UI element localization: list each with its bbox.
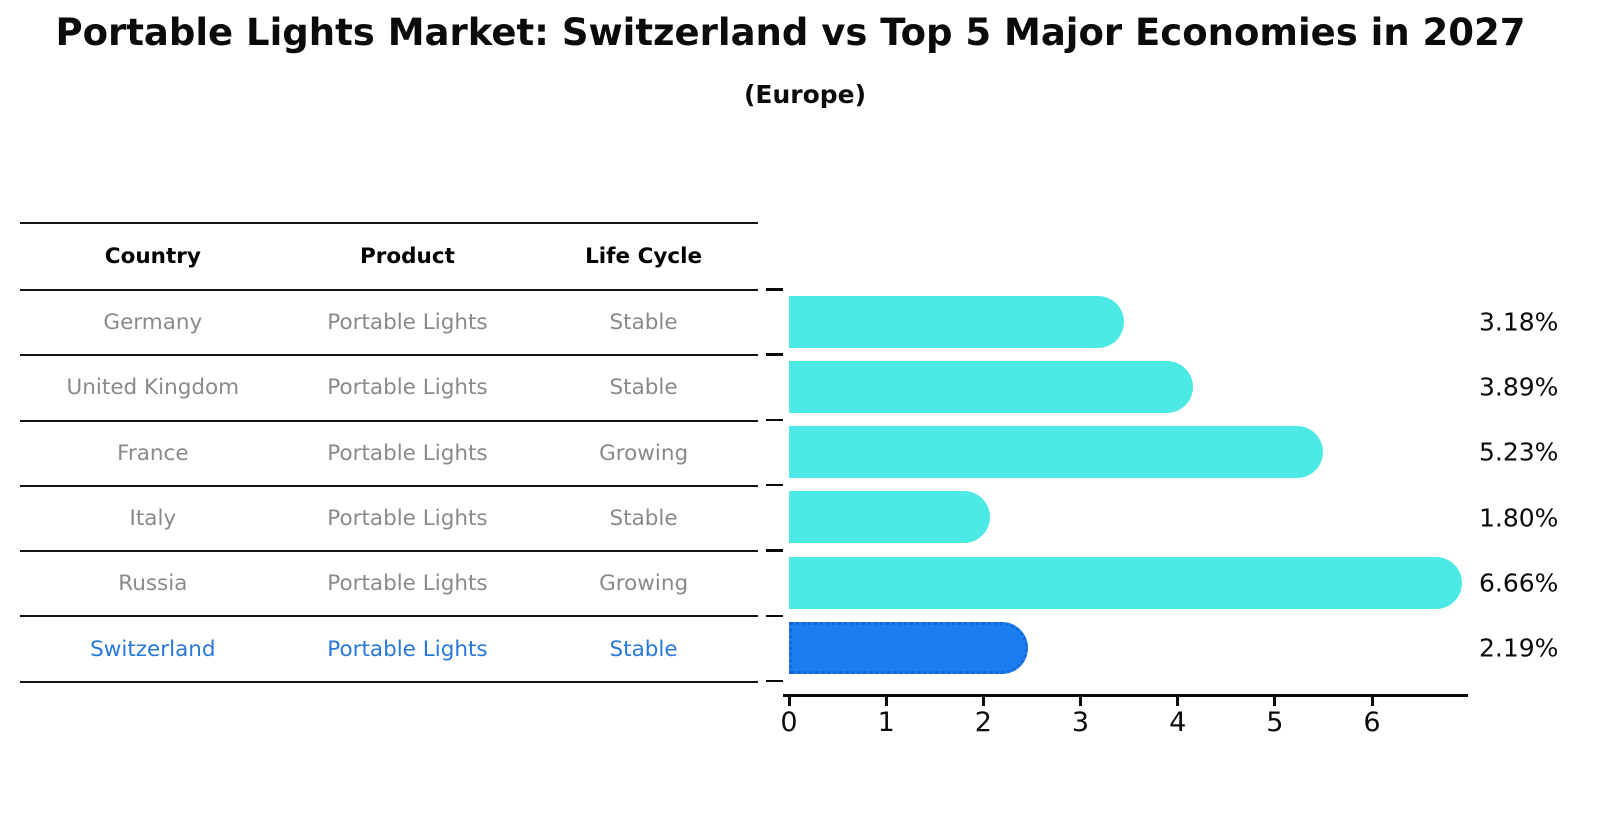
x-axis-tick-2	[981, 694, 985, 706]
cell-country: Switzerland	[90, 636, 216, 662]
x-axis-tick-label-5: 5	[1266, 707, 1284, 738]
x-axis-tick-label-0: 0	[780, 707, 798, 738]
cell-product: Portable Lights	[327, 506, 488, 532]
x-axis-tick-label-3: 3	[1071, 707, 1090, 738]
bar-italy	[789, 491, 990, 544]
x-axis-tick-4	[1176, 694, 1180, 706]
x-axis-tick-0	[787, 694, 791, 706]
value-label-germany: 3.18%	[1479, 307, 1559, 337]
table-row-switzerland-highlighted: Switzerland Portable Lights Stable	[20, 617, 758, 683]
table-row-united-kingdom: United Kingdom Portable Lights Stable	[20, 356, 758, 422]
y-axis-tick	[766, 679, 783, 683]
y-axis-tick	[766, 353, 783, 356]
country-data-table: Country Product Life Cycle Germany Porta…	[20, 222, 758, 683]
y-axis-tick	[766, 549, 783, 552]
table-row-germany: Germany Portable Lights Stable	[20, 291, 758, 357]
chart-title: Portable Lights Market: Switzerland vs T…	[55, 11, 1526, 54]
x-axis-tick-6	[1370, 694, 1374, 706]
y-axis-tick	[766, 288, 783, 291]
cell-product: Portable Lights	[327, 440, 488, 466]
bar-russia	[789, 556, 1463, 609]
cell-product: Portable Lights	[327, 571, 488, 597]
bar-switzerland	[789, 622, 1028, 674]
x-axis-line	[783, 694, 1468, 697]
cell-country: Italy	[129, 506, 177, 532]
cell-life-cycle: Stable	[609, 375, 678, 401]
y-axis-tick	[766, 483, 783, 487]
bar-united-kingdom	[789, 360, 1193, 413]
cell-country: Russia	[118, 571, 188, 597]
value-label-russia: 6.66%	[1479, 568, 1559, 598]
cell-life-cycle: Stable	[609, 310, 678, 336]
x-axis-tick-label-2: 2	[974, 707, 992, 738]
cell-product: Portable Lights	[327, 310, 488, 336]
cell-life-cycle: Stable	[609, 506, 678, 532]
x-axis-tick-label-4: 4	[1169, 707, 1187, 738]
table-row-france: France Portable Lights Growing	[20, 422, 758, 487]
cell-life-cycle: Growing	[599, 440, 689, 466]
chart-subtitle: (Europe)	[743, 80, 867, 109]
cell-country: Germany	[103, 310, 203, 336]
table-header-row: Country Product Life Cycle	[20, 224, 758, 291]
x-axis-tick-label-1: 1	[877, 707, 895, 738]
value-label-france: 5.23%	[1479, 437, 1559, 467]
table-row-russia: Russia Portable Lights Growing	[20, 552, 758, 618]
cell-country: United Kingdom	[66, 375, 240, 401]
bar-germany	[789, 295, 1124, 348]
x-axis-tick-5	[1273, 694, 1277, 706]
column-header-life-cycle: Life Cycle	[585, 244, 703, 269]
y-axis-tick	[766, 614, 783, 617]
cell-life-cycle: Stable	[609, 636, 678, 662]
x-axis-tick-1	[884, 694, 888, 706]
column-header-country: Country	[104, 244, 201, 269]
table-row-italy: Italy Portable Lights Stable	[20, 487, 758, 553]
column-header-product: Product	[360, 244, 455, 269]
value-label-united-kingdom: 3.89%	[1479, 372, 1559, 402]
bar-france	[789, 426, 1324, 479]
cell-life-cycle: Growing	[599, 571, 689, 597]
x-axis-tick-label-6: 6	[1363, 707, 1381, 738]
value-label-switzerland: 2.19%	[1479, 633, 1559, 663]
x-axis-tick-3	[1079, 694, 1082, 706]
value-label-italy: 1.80%	[1479, 503, 1559, 533]
y-axis-tick	[766, 418, 783, 422]
cell-product: Portable Lights	[327, 375, 488, 401]
cell-product: Portable Lights	[327, 636, 488, 662]
cell-country: France	[117, 440, 189, 466]
